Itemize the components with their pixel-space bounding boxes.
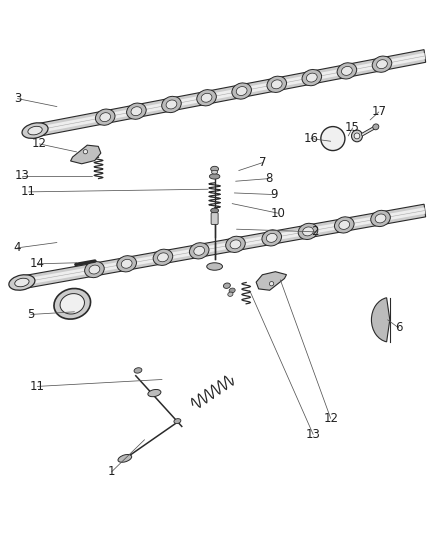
- Ellipse shape: [158, 253, 168, 262]
- Ellipse shape: [339, 221, 350, 229]
- Ellipse shape: [162, 96, 181, 112]
- Wedge shape: [371, 298, 390, 342]
- Ellipse shape: [134, 368, 142, 373]
- Ellipse shape: [236, 86, 247, 95]
- Ellipse shape: [377, 60, 387, 69]
- Ellipse shape: [226, 236, 245, 253]
- Text: 8: 8: [266, 172, 273, 185]
- Ellipse shape: [303, 227, 314, 236]
- Ellipse shape: [354, 133, 360, 139]
- Text: 13: 13: [14, 169, 29, 182]
- Ellipse shape: [118, 455, 132, 462]
- Ellipse shape: [307, 73, 317, 82]
- Ellipse shape: [121, 260, 132, 268]
- Ellipse shape: [100, 112, 110, 122]
- Ellipse shape: [342, 67, 352, 75]
- Ellipse shape: [117, 256, 137, 272]
- Polygon shape: [35, 53, 425, 134]
- Text: 1: 1: [108, 465, 116, 478]
- Text: 12: 12: [32, 138, 47, 150]
- Ellipse shape: [351, 130, 362, 142]
- Ellipse shape: [15, 278, 29, 287]
- Ellipse shape: [85, 262, 104, 278]
- Ellipse shape: [22, 123, 48, 139]
- Ellipse shape: [337, 63, 357, 79]
- Text: 13: 13: [306, 428, 321, 441]
- Ellipse shape: [207, 263, 223, 270]
- Text: 17: 17: [371, 106, 386, 118]
- Text: 10: 10: [271, 207, 286, 220]
- Ellipse shape: [223, 283, 230, 288]
- Ellipse shape: [189, 243, 209, 259]
- Ellipse shape: [372, 56, 392, 72]
- Ellipse shape: [269, 281, 274, 286]
- Ellipse shape: [321, 126, 345, 150]
- Ellipse shape: [211, 208, 219, 213]
- Text: 3: 3: [14, 92, 21, 105]
- Text: 2: 2: [311, 225, 319, 238]
- Ellipse shape: [232, 83, 251, 99]
- Text: 16: 16: [304, 132, 318, 145]
- Text: 15: 15: [345, 122, 360, 134]
- Text: 4: 4: [14, 241, 21, 254]
- Ellipse shape: [60, 294, 85, 314]
- Polygon shape: [21, 207, 425, 286]
- Ellipse shape: [148, 390, 161, 397]
- Text: 7: 7: [259, 156, 267, 169]
- Ellipse shape: [197, 90, 216, 106]
- Ellipse shape: [212, 171, 218, 174]
- Ellipse shape: [266, 233, 277, 243]
- Ellipse shape: [166, 100, 177, 109]
- Ellipse shape: [211, 166, 219, 172]
- Polygon shape: [21, 204, 426, 289]
- Ellipse shape: [228, 292, 233, 296]
- Polygon shape: [71, 145, 101, 164]
- Text: 9: 9: [270, 188, 278, 201]
- Ellipse shape: [28, 126, 42, 135]
- Ellipse shape: [83, 150, 88, 154]
- Ellipse shape: [209, 174, 220, 179]
- Ellipse shape: [131, 107, 142, 116]
- Ellipse shape: [127, 103, 146, 119]
- Ellipse shape: [262, 230, 282, 246]
- Ellipse shape: [272, 80, 282, 89]
- Ellipse shape: [89, 265, 100, 274]
- Ellipse shape: [54, 288, 91, 319]
- Ellipse shape: [153, 249, 173, 265]
- Ellipse shape: [298, 223, 318, 239]
- Ellipse shape: [229, 288, 235, 293]
- Ellipse shape: [302, 69, 321, 86]
- Text: 6: 6: [395, 321, 403, 334]
- Ellipse shape: [9, 274, 35, 290]
- Ellipse shape: [194, 246, 205, 255]
- Ellipse shape: [335, 217, 354, 233]
- Text: 5: 5: [27, 308, 34, 321]
- Ellipse shape: [95, 109, 115, 125]
- Text: 12: 12: [323, 412, 338, 425]
- Ellipse shape: [373, 124, 379, 130]
- Ellipse shape: [174, 418, 181, 424]
- Ellipse shape: [230, 240, 241, 249]
- Ellipse shape: [267, 76, 286, 92]
- FancyBboxPatch shape: [211, 213, 218, 224]
- Polygon shape: [34, 50, 426, 137]
- Ellipse shape: [375, 214, 386, 223]
- Ellipse shape: [201, 93, 212, 102]
- Text: 11: 11: [21, 185, 36, 198]
- Ellipse shape: [371, 211, 390, 227]
- Text: 11: 11: [30, 380, 45, 393]
- Polygon shape: [256, 272, 286, 290]
- Text: 14: 14: [30, 257, 45, 270]
